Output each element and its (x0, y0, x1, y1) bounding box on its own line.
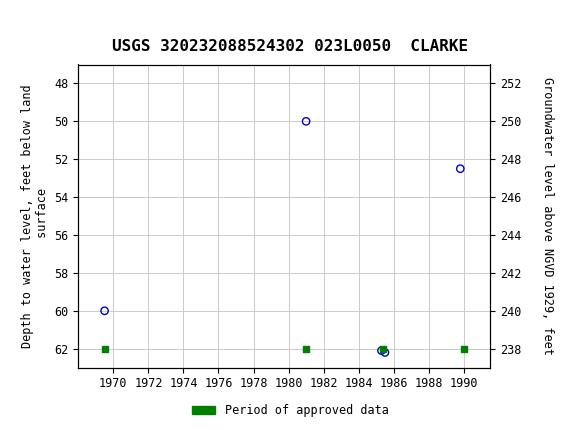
Text: USGS: USGS (44, 12, 112, 33)
Point (459, 345, 469, 352)
Point (302, 118, 311, 125)
Legend: Period of approved data: Period of approved data (187, 399, 393, 422)
Point (302, 345, 311, 352)
Point (377, 347, 386, 354)
Point (100, 307, 109, 314)
Point (456, 165, 465, 172)
Point (379, 345, 388, 352)
Point (100, 345, 109, 352)
Y-axis label: Depth to water level, feet below land
 surface: Depth to water level, feet below land su… (21, 84, 49, 348)
Text: ≋: ≋ (9, 11, 30, 34)
Y-axis label: Groundwater level above NGVD 1929, feet: Groundwater level above NGVD 1929, feet (541, 77, 554, 355)
Text: USGS 320232088524302 023L0050  CLARKE: USGS 320232088524302 023L0050 CLARKE (112, 39, 468, 54)
Point (380, 349, 390, 356)
